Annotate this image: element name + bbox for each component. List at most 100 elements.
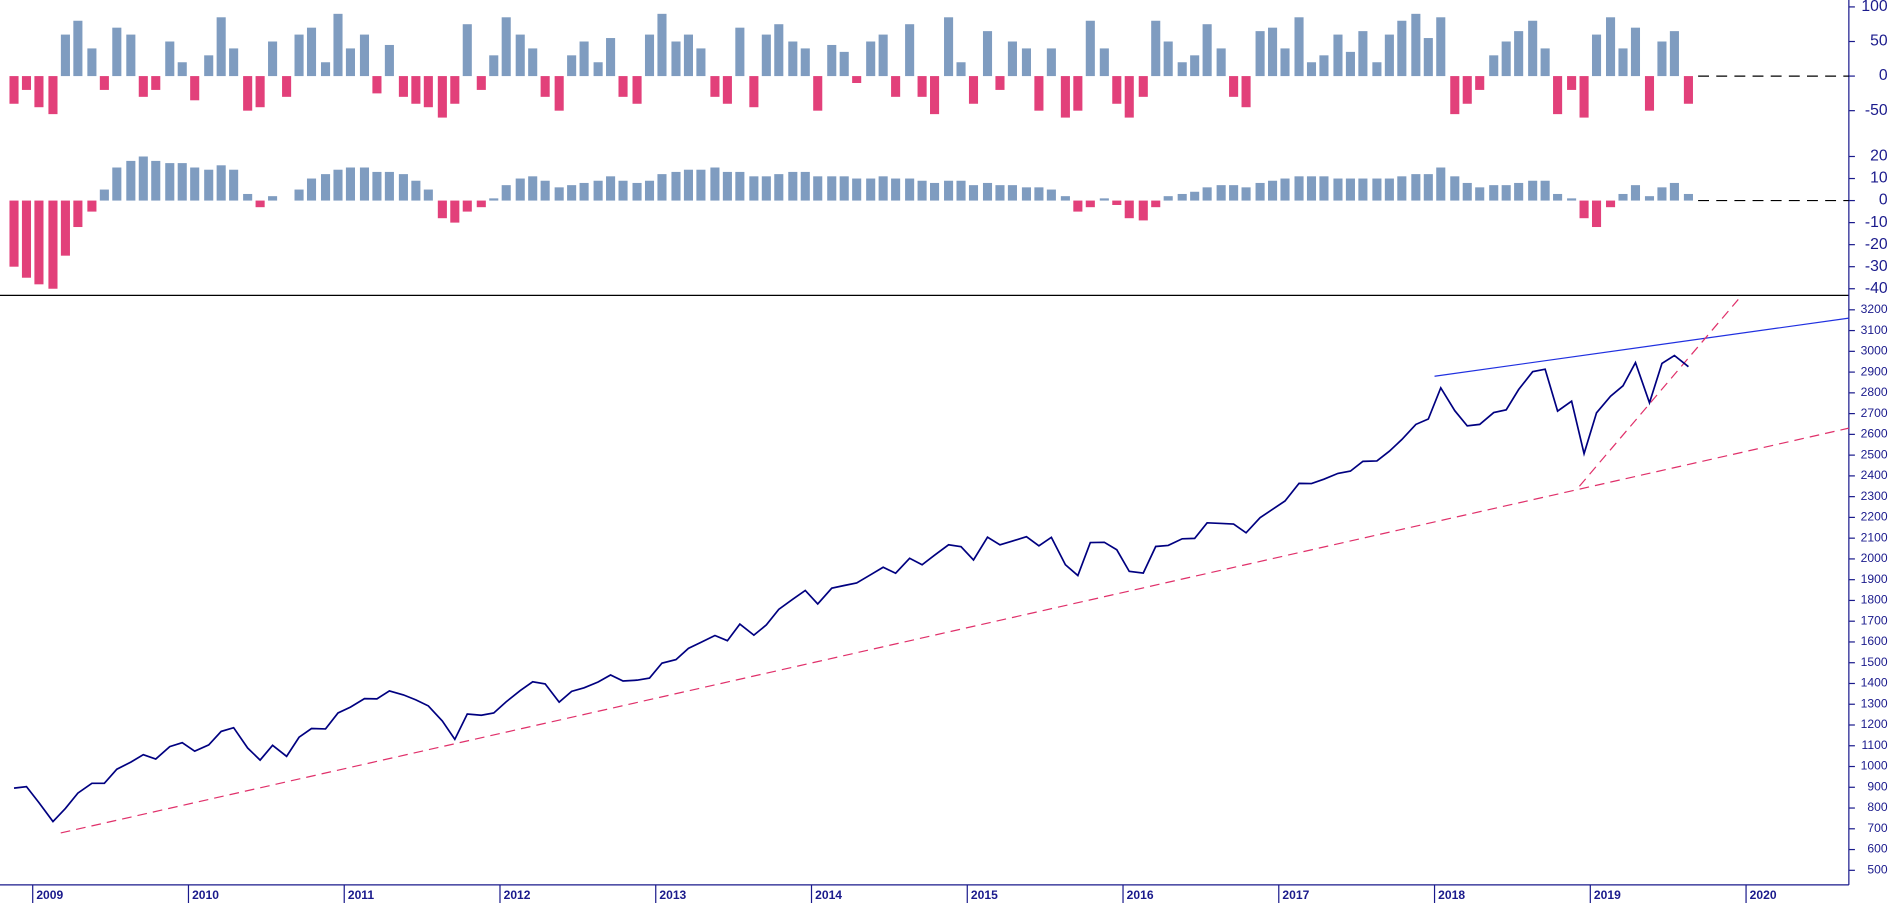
bar [268, 196, 278, 201]
bar [683, 34, 693, 77]
bar [1358, 178, 1368, 201]
bar [944, 17, 954, 77]
y-tick-label: 50 [1870, 33, 1888, 50]
y-tick-label: 1700 [1861, 613, 1888, 627]
bar [1567, 76, 1577, 90]
bar [800, 171, 810, 201]
bar [216, 165, 226, 201]
bar [411, 180, 421, 201]
bar [878, 176, 888, 201]
bar [282, 76, 292, 97]
y-tick-label: 2600 [1861, 427, 1888, 441]
bar [1177, 62, 1187, 77]
bar [333, 13, 343, 77]
bar [1372, 62, 1382, 77]
bar [1528, 20, 1538, 77]
bar [813, 176, 823, 201]
bar [1372, 178, 1382, 201]
bar [1034, 187, 1044, 201]
bar [683, 169, 693, 201]
bar [1255, 31, 1265, 77]
bar [944, 180, 954, 201]
bar [528, 176, 538, 201]
bar [138, 156, 148, 201]
bar [1202, 187, 1212, 201]
trend-line [60, 427, 1849, 834]
bar [774, 24, 784, 77]
bar [567, 185, 577, 201]
trend-line [1578, 299, 1739, 487]
bar [60, 200, 70, 256]
bar [1046, 48, 1056, 77]
bar [229, 48, 239, 77]
bar [476, 200, 486, 208]
bar [1475, 187, 1485, 201]
y-tick-label: 500 [1867, 863, 1887, 877]
bar [359, 167, 370, 201]
bar [1591, 34, 1602, 77]
y-tick-label: 1100 [1862, 738, 1888, 752]
bar [1345, 178, 1355, 201]
bar [968, 185, 979, 201]
bar [489, 55, 499, 77]
y-tick-label: 100 [1861, 0, 1887, 15]
bar [462, 200, 472, 212]
y-tick-label: 1400 [1861, 676, 1888, 690]
bar [995, 76, 1005, 90]
bar [1268, 27, 1278, 77]
bar [476, 76, 486, 90]
bar [1060, 76, 1070, 118]
x-tick-label: 2014 [815, 888, 842, 902]
bar [1163, 196, 1173, 201]
x-tick-label: 2009 [36, 888, 63, 902]
bar [968, 76, 979, 104]
bar [204, 55, 214, 77]
bar [450, 76, 460, 104]
bar [398, 76, 408, 97]
y-tick-label: 1900 [1861, 572, 1888, 586]
bar [501, 17, 511, 77]
bar [1540, 48, 1550, 77]
bar [710, 167, 720, 201]
bar [606, 38, 616, 77]
bar [1007, 41, 1017, 77]
bar [866, 178, 876, 201]
bar [1241, 187, 1251, 201]
bar [1216, 185, 1226, 201]
bar [800, 48, 810, 77]
bar [1021, 48, 1031, 77]
bar [749, 176, 759, 201]
y-tick-label: 2900 [1861, 364, 1888, 378]
x-tick-label: 2017 [1282, 888, 1309, 902]
bar [1046, 189, 1056, 201]
bar [930, 182, 940, 201]
bar [618, 180, 628, 201]
x-tick-label: 2019 [1594, 888, 1621, 902]
bar [618, 76, 628, 97]
y-tick-label: -10 [1865, 214, 1888, 231]
bar [1177, 193, 1187, 201]
x-tick-label: 2020 [1750, 888, 1777, 902]
bar [995, 185, 1005, 201]
bar [1411, 174, 1421, 201]
bar [644, 34, 655, 77]
bar [1669, 31, 1679, 77]
y-tick-label: 700 [1867, 821, 1887, 835]
bar [48, 200, 58, 289]
bar [165, 41, 175, 77]
y-tick-label: 0 [1879, 192, 1888, 209]
y-tick-label: 2300 [1861, 489, 1888, 503]
bar [1489, 185, 1499, 201]
bar [1112, 76, 1122, 104]
x-tick-label: 2010 [192, 888, 219, 902]
bar [48, 76, 58, 115]
bar [1229, 185, 1239, 201]
bar [437, 200, 447, 219]
y-tick-label: 1200 [1861, 717, 1888, 731]
bar [268, 41, 278, 77]
bar [229, 169, 239, 201]
y-tick-label: 2800 [1861, 385, 1888, 399]
bar [1333, 34, 1343, 77]
bar [982, 31, 993, 77]
